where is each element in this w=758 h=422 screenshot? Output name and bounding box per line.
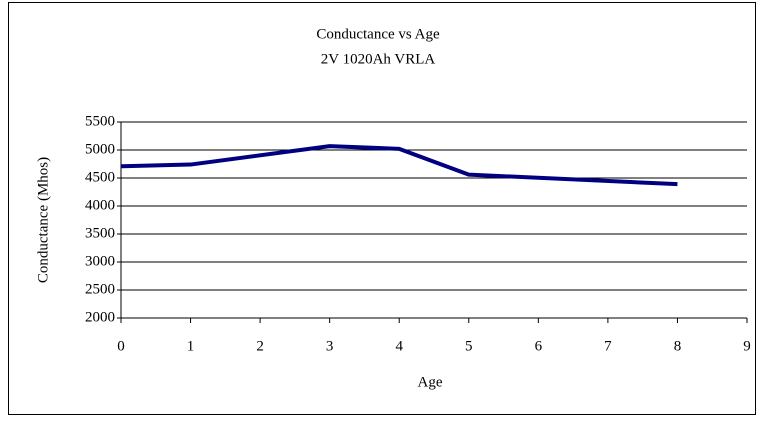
x-tick-label: 1 — [187, 338, 195, 354]
x-tick-label: 8 — [674, 338, 682, 354]
x-tick-label: 4 — [395, 338, 403, 354]
x-tick-label: 2 — [256, 338, 264, 354]
y-tick-label: 3000 — [85, 253, 115, 269]
y-tick-label: 2500 — [85, 281, 115, 297]
x-tick-label: 5 — [465, 338, 473, 354]
x-tick-label: 0 — [117, 338, 125, 354]
y-tick-label: 5500 — [85, 113, 115, 129]
y-tick-label: 4500 — [85, 169, 115, 185]
y-tick-label: 4000 — [85, 197, 115, 213]
y-axis-label: Conductance (Mhos) — [35, 157, 51, 283]
chart-subtitle: 2V 1020Ah VRLA — [321, 51, 436, 67]
x-tick-label: 7 — [604, 338, 612, 354]
y-tick-label: 3500 — [85, 225, 115, 241]
y-tick-label: 2000 — [85, 309, 115, 325]
x-tick-label: 9 — [743, 338, 751, 354]
chart-title: Conductance vs Age — [316, 26, 440, 42]
x-tick-label: 6 — [535, 338, 543, 354]
chart-frame — [8, 2, 756, 415]
x-axis-label: Age — [418, 374, 443, 390]
x-tick-label: 3 — [326, 338, 334, 354]
y-tick-label: 5000 — [85, 141, 115, 157]
data-line — [120, 144, 678, 187]
